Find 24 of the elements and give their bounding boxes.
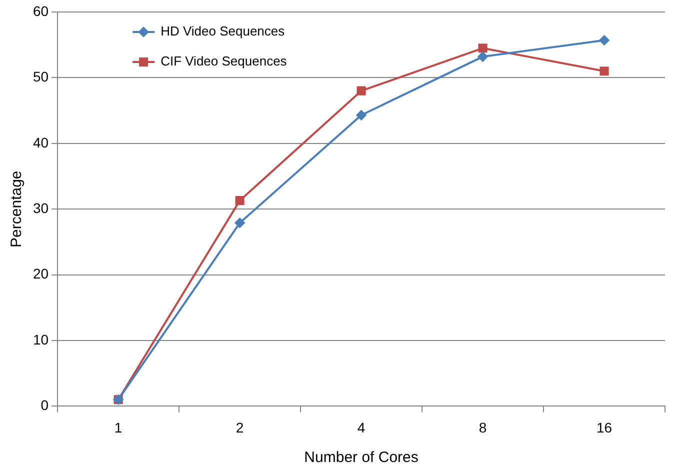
x-tick-label: 8	[478, 419, 487, 436]
x-tick-label: 2	[236, 419, 244, 436]
legend-label: HD Video Sequences	[160, 24, 286, 39]
y-tick-label: 40	[32, 134, 49, 150]
y-tick-label: 60	[32, 2, 49, 19]
point	[478, 52, 488, 62]
point	[356, 86, 366, 96]
point	[235, 196, 244, 206]
point	[599, 35, 610, 46]
point	[234, 218, 245, 228]
legend-label: CIF Video Sequences	[160, 54, 288, 69]
x-tick-label: 16	[596, 419, 612, 436]
x-tick-label: 1	[114, 419, 122, 436]
y-tick-label: 10	[32, 331, 49, 348]
x-axis-title: Number of Cores	[304, 449, 418, 466]
point	[600, 66, 609, 76]
x-tick-label: 4	[357, 419, 366, 436]
point	[478, 44, 488, 53]
point	[356, 110, 366, 120]
y-axis-title: Percentage	[8, 170, 26, 248]
y-tick-label: 50	[32, 68, 49, 85]
y-tick-label: 0	[40, 397, 49, 414]
y-tick-label: 30	[32, 200, 49, 216]
y-tick-label: 20	[32, 266, 49, 282]
